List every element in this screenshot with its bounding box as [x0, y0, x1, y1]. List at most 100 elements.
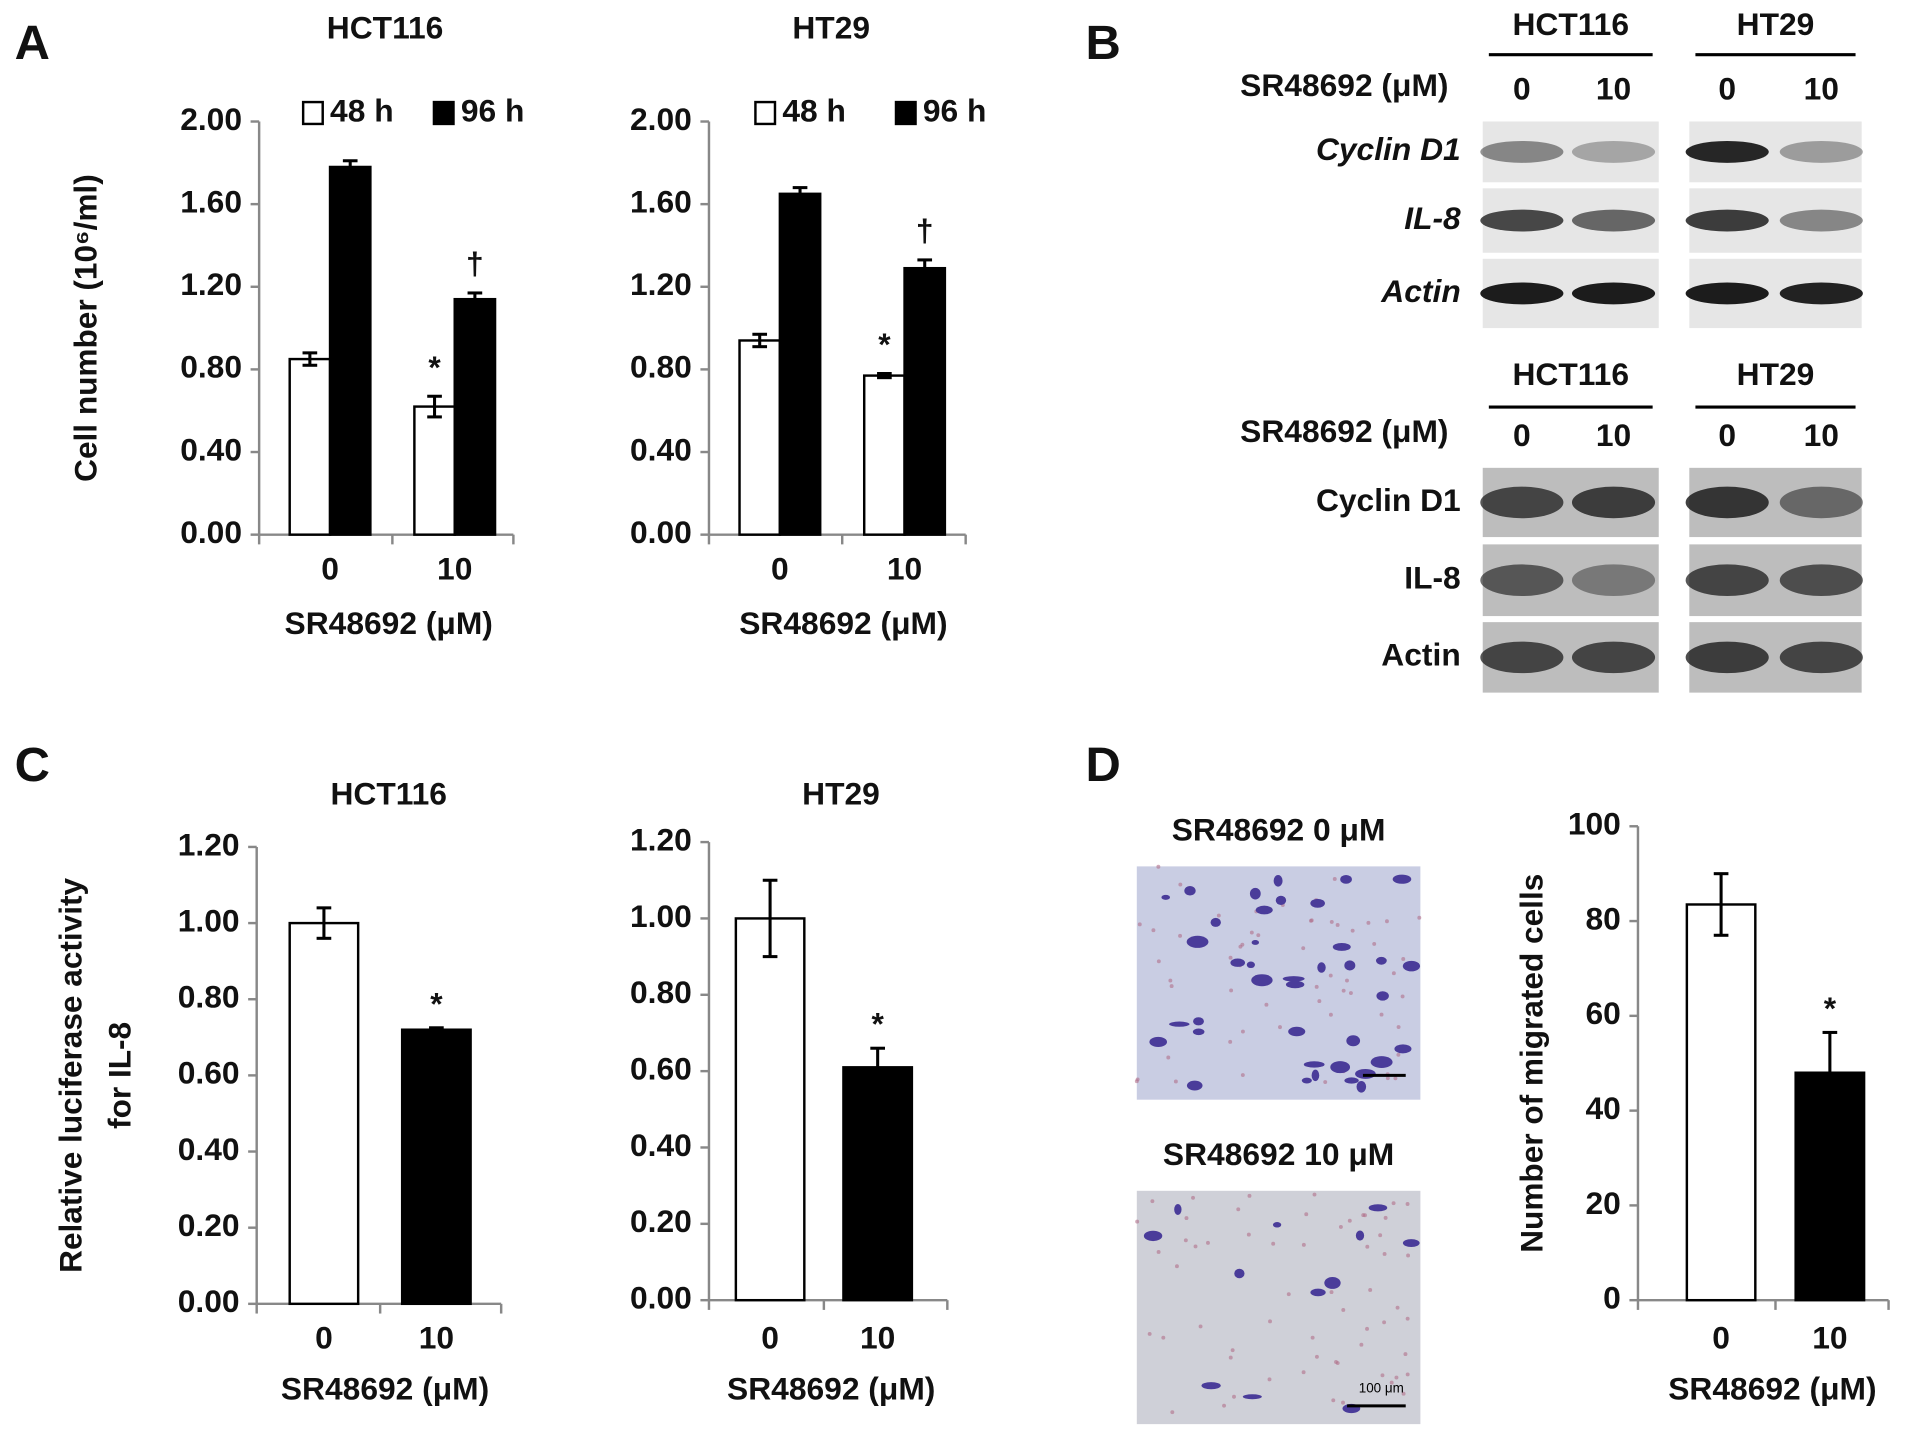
row-label: Cyclin D1: [1316, 482, 1461, 518]
pore: [1328, 1012, 1333, 1017]
legend-swatch: [754, 100, 777, 126]
pore: [1335, 923, 1340, 927]
pore: [1156, 864, 1161, 869]
pore: [1417, 915, 1422, 920]
pore: [1391, 1201, 1396, 1206]
cell: [1368, 1204, 1388, 1212]
pore: [1198, 1324, 1203, 1329]
pore: [1347, 1218, 1352, 1223]
y-tick-label: 0.40: [630, 431, 692, 467]
cell: [1330, 1061, 1351, 1074]
pore: [1206, 1240, 1210, 1245]
y-tick-label: 2.00: [630, 101, 692, 137]
pore: [1401, 1391, 1406, 1396]
pore: [1396, 1025, 1401, 1029]
pore: [1191, 1195, 1195, 1200]
bar: [738, 339, 782, 536]
cell: [1143, 1230, 1163, 1242]
cell: [1344, 1077, 1359, 1084]
chart-title: HT29: [792, 10, 870, 46]
panel-label: B: [1085, 16, 1120, 70]
cell: [1192, 1028, 1205, 1036]
pore: [1166, 1055, 1171, 1060]
cell: [1317, 962, 1326, 973]
chart-title: HCT116: [327, 10, 444, 46]
bar: [862, 374, 906, 536]
cell: [1230, 958, 1246, 967]
significance-mark: *: [871, 1006, 884, 1042]
pore: [1216, 913, 1221, 918]
y-tick-label: 0.40: [178, 1131, 240, 1167]
y-tick-label: 0.80: [630, 974, 692, 1010]
pore: [1323, 1080, 1328, 1084]
y-tick-label: 1.20: [630, 266, 692, 302]
pore: [1378, 1233, 1383, 1238]
pore: [1334, 1360, 1338, 1364]
pore: [1193, 1244, 1198, 1249]
pore: [1267, 1377, 1272, 1382]
blot-band: [1685, 282, 1769, 305]
pore: [1403, 1352, 1408, 1357]
x-tick-label: 10: [419, 1320, 454, 1356]
pore: [1301, 1242, 1306, 1247]
pore: [1328, 973, 1333, 978]
bar: [328, 165, 372, 536]
cell: [1234, 1268, 1245, 1279]
pore: [1314, 1354, 1319, 1359]
y-tick-label: 1.00: [178, 903, 240, 939]
y-tick-label: 100: [1568, 806, 1621, 842]
bar: [288, 921, 360, 1306]
pore: [1240, 1073, 1245, 1077]
blot-band: [1480, 209, 1564, 232]
pore: [1365, 1244, 1370, 1249]
pore: [1150, 1199, 1155, 1204]
dose-label: 0: [1513, 417, 1531, 453]
cell: [1355, 1230, 1365, 1241]
cell: [1375, 956, 1387, 965]
micrograph: [1136, 1190, 1421, 1425]
legend-swatch: [894, 100, 917, 126]
row-label: IL-8: [1404, 560, 1460, 596]
y-tick-label: 1.00: [630, 898, 692, 934]
y-tick-label: 0.40: [630, 1127, 692, 1163]
pore: [1156, 1249, 1161, 1254]
cell: [1201, 1382, 1221, 1390]
pore: [1232, 1394, 1236, 1399]
pore: [1178, 882, 1183, 887]
cell: [1249, 887, 1261, 900]
cell-line-label: HT29: [1737, 6, 1815, 42]
pore: [1329, 919, 1334, 924]
cell: [1346, 1035, 1361, 1047]
y-axis-label: Cell number (10⁶/ml): [67, 174, 103, 482]
blot-band: [1779, 209, 1863, 232]
cell: [1288, 1026, 1306, 1037]
row-label: Actin: [1380, 273, 1460, 309]
dose-label: 10: [1596, 417, 1631, 453]
blot-band: [1779, 140, 1863, 163]
significance-mark: *: [878, 326, 891, 362]
cell-line-label: HCT116: [1512, 6, 1629, 42]
legend-label: 48 h: [782, 92, 846, 128]
bar: [400, 1028, 472, 1306]
bar: [453, 297, 497, 536]
y-axis-label: for IL-8: [102, 1022, 138, 1129]
pore: [1341, 1400, 1345, 1405]
pore: [1400, 994, 1405, 999]
cell: [1174, 1204, 1182, 1216]
cell: [1186, 935, 1209, 948]
cell: [1186, 1080, 1203, 1091]
pore: [1228, 1355, 1233, 1360]
dose-label: 0: [1513, 71, 1531, 107]
x-tick-label: 10: [860, 1320, 895, 1356]
pore: [1366, 920, 1371, 925]
pore: [1331, 1398, 1336, 1403]
cell: [1285, 980, 1305, 989]
y-tick-label: 1.60: [180, 184, 242, 220]
cell: [1246, 961, 1255, 969]
pore: [1247, 1193, 1252, 1198]
x-tick-label: 0: [761, 1320, 779, 1356]
pore: [1341, 988, 1346, 993]
pore: [1271, 1241, 1276, 1246]
cell: [1402, 1239, 1420, 1248]
pore: [1137, 922, 1142, 927]
